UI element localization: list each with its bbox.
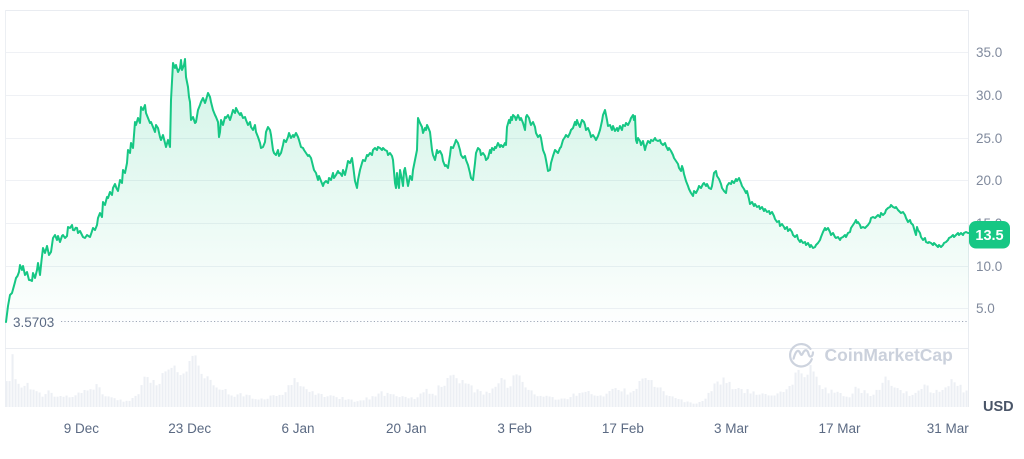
svg-text:USD: USD xyxy=(983,399,1014,415)
svg-text:20 Jan: 20 Jan xyxy=(386,421,427,436)
svg-text:CoinMarketCap: CoinMarketCap xyxy=(825,345,953,365)
svg-text:35.0: 35.0 xyxy=(976,45,1002,60)
svg-text:3 Feb: 3 Feb xyxy=(497,421,532,436)
svg-text:30.0: 30.0 xyxy=(976,88,1002,103)
svg-text:25.0: 25.0 xyxy=(976,131,1002,146)
svg-text:3 Mar: 3 Mar xyxy=(714,421,749,436)
svg-text:5.0: 5.0 xyxy=(976,301,995,316)
svg-text:23 Dec: 23 Dec xyxy=(168,421,211,436)
svg-text:17 Mar: 17 Mar xyxy=(818,421,861,436)
svg-text:10.0: 10.0 xyxy=(976,259,1002,274)
svg-text:9 Dec: 9 Dec xyxy=(64,421,100,436)
svg-text:6 Jan: 6 Jan xyxy=(281,421,314,436)
svg-text:13.5: 13.5 xyxy=(975,228,1003,244)
svg-text:20.0: 20.0 xyxy=(976,173,1002,188)
svg-text:31 Mar: 31 Mar xyxy=(927,421,970,436)
svg-text:17 Feb: 17 Feb xyxy=(602,421,644,436)
svg-text:3.5703: 3.5703 xyxy=(13,315,54,330)
